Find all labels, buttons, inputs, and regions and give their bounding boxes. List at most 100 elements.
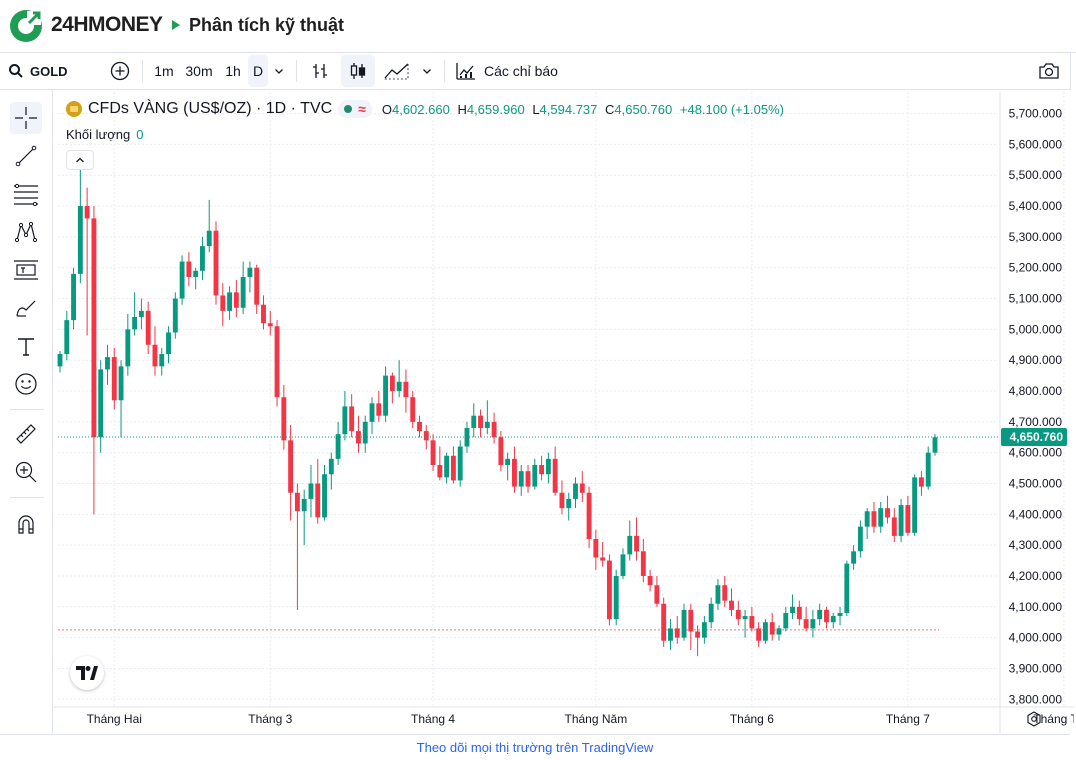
candle-body [383,375,389,416]
interval-1m[interactable]: 1m [154,63,174,79]
candle-body [308,483,314,499]
interval-1h[interactable]: 1h [225,63,241,79]
magnet-tool[interactable] [10,508,42,540]
candle-body [539,465,545,475]
symbol-search[interactable]: GOLD [8,53,98,89]
candle-body [132,317,138,330]
price-axis-label: 5,500.000 [1009,168,1063,182]
trend-line-icon [15,145,37,167]
instrument-title[interactable]: CFDs VÀNG (US$/OZ) · 1D · TVC [88,100,333,117]
candle-body [423,431,429,441]
candle-body [695,631,701,638]
close-value: 4,650.760 [614,101,673,117]
candle-body [518,471,524,487]
candle-body [918,477,924,487]
candlestick-chart[interactable]: 5,700.000 5,600.000 5,500.000 5,400.000 5,30… [54,92,1074,734]
candle-body [512,458,517,487]
candle-body [213,230,219,296]
candle-body [756,628,762,641]
24hmoney-logo-icon[interactable] [8,8,44,44]
candle-body [396,381,402,392]
breadcrumb-arrow-icon [172,20,180,30]
price-axis-label: 4,300.000 [1009,538,1063,552]
magnet-icon [18,515,34,534]
price-axis-label: 4,100.000 [1009,600,1063,614]
indicators-label: Các chỉ báo [484,63,558,79]
tradingview-footer-link[interactable]: Theo dõi mọi thị trường trên TradingView [416,740,654,755]
candle-body [342,406,348,435]
candle-body [905,505,911,533]
chart-toolbar: GOLD 1m 30m 1h D Các chỉ báo [0,53,1071,90]
candle-body [573,483,578,499]
candle-body [261,304,266,324]
snapshot-button[interactable] [1035,53,1063,89]
candle-body [742,616,748,620]
drawing-toolbar [0,90,53,733]
camera-icon [1039,63,1059,79]
candle-body [620,554,626,576]
candle-body [498,437,504,466]
time-axis-label: Tháng 4 [411,712,455,726]
trend-line-tool[interactable] [10,140,42,172]
volume-label: Khối lượng [66,127,131,142]
interval-30m[interactable]: 30m [185,63,213,79]
price-axis-label: 4,400.000 [1009,507,1063,521]
candle-body [627,535,633,555]
candle-body [267,323,273,327]
candle-body [254,267,260,305]
candle-body [111,357,117,401]
candle-body [871,511,877,527]
area-chart-type-button[interactable] [380,53,414,89]
fib-tool[interactable] [10,178,42,210]
logo-text[interactable]: 24HMONEY [51,13,163,36]
forecast-tool[interactable] [10,254,42,286]
candle-body [362,421,368,444]
candle-body [762,622,768,641]
price-axis-label: 4,600.000 [1009,446,1063,460]
crosshair-tool[interactable] [10,102,42,134]
tradingview-logo-icon[interactable] [70,656,104,690]
ohlc-bars-icon [313,64,327,78]
measure-tool[interactable] [10,418,42,450]
price-axis-label: 5,000.000 [1009,322,1063,336]
emoji-tool[interactable] [10,368,42,400]
zoom-tool[interactable] [10,456,42,488]
candle-body [688,609,694,632]
candle-body [586,492,592,539]
candle-body [186,261,192,277]
candle-body [64,320,70,355]
candle-body [403,381,409,398]
brush-tool[interactable] [10,292,42,324]
candle-body [532,465,538,487]
price-axis-label: 3,800.000 [1009,692,1063,706]
gold-coin-icon [66,101,82,117]
price-axis-label: 5,300.000 [1009,230,1063,244]
candle-body [857,526,863,552]
bar-chart-type-button[interactable] [306,53,334,89]
price-axis-label: 5,700.000 [1009,107,1063,121]
text-tool[interactable] [10,330,42,362]
chart-area[interactable]: 5,700.000 5,600.000 5,500.000 5,400.000 5,30… [54,92,1074,734]
indicators-button[interactable]: Các chỉ báo [456,53,566,89]
interval-d[interactable]: D [248,55,268,87]
candle-body [152,344,158,367]
collapse-legend-button[interactable] [66,150,94,170]
settings-gear-icon[interactable] [1026,711,1042,727]
change-value: +48.100 (+1.05%) [679,101,784,117]
pattern-tool[interactable] [10,216,42,248]
close-label: C [605,101,615,117]
top-header: 24HMONEY Phân tích kỹ thuật [0,0,1076,53]
chart-type-dropdown[interactable] [418,53,436,89]
candle-chart-type-button[interactable] [341,55,375,87]
compare-symbol-button[interactable] [106,53,134,89]
candle-body [796,606,802,620]
market-status-pill[interactable]: ≈ [338,100,372,118]
candle-body [233,292,239,308]
candle-body [701,622,707,638]
time-axis-label: Tháng 6 [730,712,774,726]
market-open-dot-icon [344,105,353,113]
interval-dropdown[interactable] [270,53,288,89]
candle-body [166,332,171,355]
candle-body [647,575,653,586]
open-value: 4,602.660 [391,101,450,117]
